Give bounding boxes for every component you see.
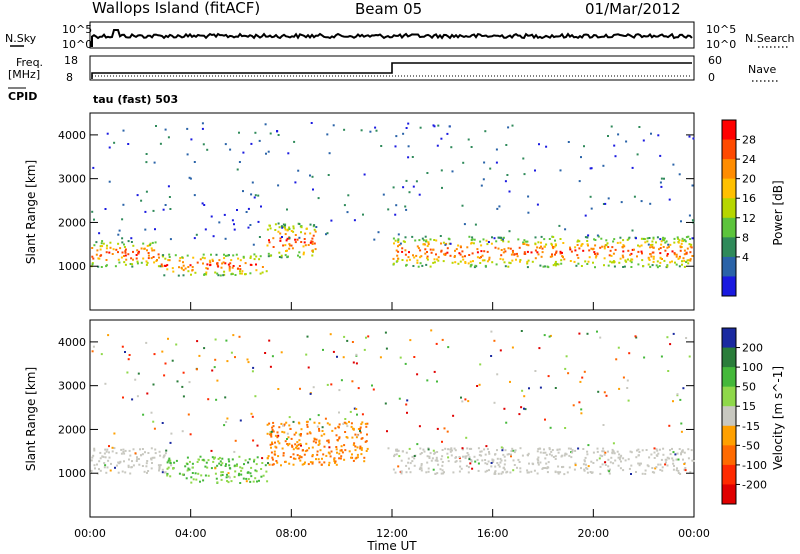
colorbar-tick-label: -50 [742, 439, 760, 452]
freq-unit-label: [MHz] [8, 68, 40, 81]
freq-tick-bottom: 8 [66, 71, 73, 84]
power-echoes [90, 122, 695, 277]
colorbar-tick-label: 28 [742, 134, 756, 147]
power-y-axis: 1000 2000 3000 4000 [58, 129, 694, 273]
colorbar-tick-label: 50 [742, 381, 756, 394]
x-tick-label: 12:00 [376, 527, 408, 540]
x-tick-label: 04:00 [175, 527, 207, 540]
freq-panel: Freq. [MHz] 18 8 60 0 Nave CPID tau (fas… [8, 54, 780, 106]
noise-search-label: N.Search [745, 32, 795, 45]
frequency-trace [91, 62, 692, 79]
y-tick-label: 1000 [58, 467, 86, 480]
noise-right-tick-bottom: 10^0 [706, 38, 736, 51]
colorbar-tick-label: 4 [742, 251, 749, 264]
y-tick-label: 4000 [58, 336, 86, 349]
nave-tick-bottom: 0 [708, 71, 715, 84]
power-ylabel: Slant Range [km] [24, 160, 38, 264]
y-tick-label: 2000 [58, 216, 86, 229]
colorbar-tick-label: 16 [742, 192, 756, 205]
cpid-label: CPID [8, 90, 37, 103]
cpid-text: tau (fast) 503 [93, 93, 178, 106]
power-colorbar: 28 24 20 16 12 8 4 [721, 119, 756, 297]
noise-sky-trace [91, 29, 693, 47]
velocity-colorbar: 200 100 50 15 -15 -50 -100 -200 [721, 327, 767, 505]
x-tick-label: 00:00 [678, 527, 710, 540]
beam-title: Beam 05 [355, 0, 422, 18]
colorbar-tick-label: -15 [742, 420, 760, 433]
nave-label: Nave [748, 63, 776, 76]
colorbar-tick-label: 200 [742, 342, 763, 355]
power-colorbar-label: Power [dB] [771, 180, 785, 245]
x-tick-label: 20:00 [577, 527, 609, 540]
noise-right-tick-top: 10^5 [706, 23, 736, 36]
colorbar-tick-label: 12 [742, 212, 756, 225]
colorbar-tick-label: -100 [742, 459, 767, 472]
colorbar-tick-label: 20 [742, 173, 756, 186]
time-axis: 00:00 04:00 08:00 12:00 16:00 20:00 00:00 [74, 302, 710, 540]
y-tick-label: 2000 [58, 423, 86, 436]
velocity-echoes [90, 329, 695, 484]
colorbar-tick-label: 24 [742, 153, 756, 166]
noise-sky-label: N.Sky [5, 32, 37, 45]
date-title: 01/Mar/2012 [585, 0, 681, 18]
power-panel: 1000 2000 3000 4000 Slant Range [km] [24, 112, 695, 311]
y-tick-label: 4000 [58, 129, 86, 142]
noise-left-tick-top: 10^5 [62, 23, 92, 36]
freq-tick-top: 18 [64, 54, 78, 67]
x-tick-label: 16:00 [477, 527, 509, 540]
y-tick-label: 3000 [58, 380, 86, 393]
colorbar-tick-label: -200 [742, 478, 767, 491]
x-tick-label: 08:00 [275, 527, 307, 540]
velocity-y-axis: 1000 2000 3000 4000 [58, 336, 694, 480]
velocity-ylabel: Slant Range [km] [24, 367, 38, 471]
y-tick-label: 1000 [58, 260, 86, 273]
nave-tick-top: 60 [708, 54, 722, 67]
colorbar-tick-label: 100 [742, 361, 763, 374]
time-axis-label: Time UT [366, 539, 417, 553]
velocity-panel: 1000 2000 3000 4000 Slant Range [km] [24, 319, 695, 518]
velocity-colorbar-label: Velocity [m s^-1] [771, 366, 785, 470]
x-tick-label: 00:00 [74, 527, 106, 540]
freq-label: Freq. [16, 56, 43, 69]
colorbar-tick-label: 8 [742, 231, 749, 244]
y-tick-label: 3000 [58, 173, 86, 186]
station-title: Wallops Island (fitACF) [92, 0, 260, 17]
noise-left-tick-bottom: 10^0 [62, 38, 92, 51]
noise-panel: N.Sky 10^5 10^0 10^5 10^0 N.Search [5, 21, 795, 51]
colorbar-tick-label: 15 [742, 400, 756, 413]
